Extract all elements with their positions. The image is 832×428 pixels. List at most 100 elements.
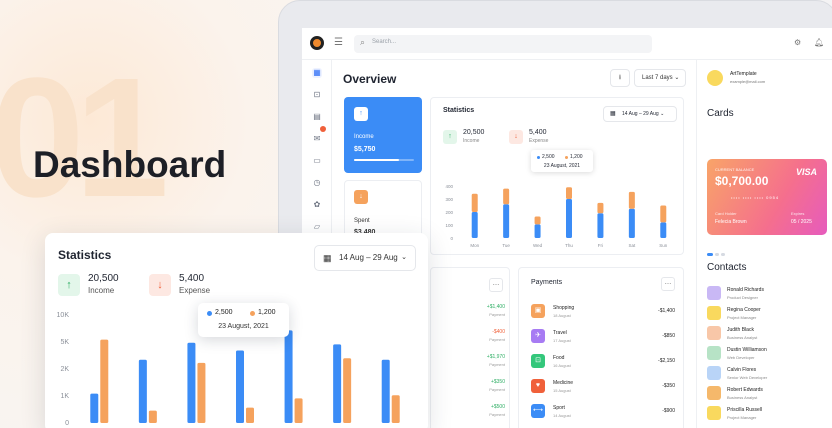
right-panel: ArtTemplate example@mail.com Cards CURRE… bbox=[696, 60, 832, 428]
expense-bar[interactable] bbox=[391, 395, 400, 423]
transaction-amount: +$500 bbox=[490, 404, 505, 410]
expense-dot bbox=[250, 311, 255, 316]
income-bar[interactable] bbox=[381, 359, 390, 423]
income-bar[interactable] bbox=[333, 344, 342, 423]
income-bar[interactable] bbox=[503, 204, 510, 238]
clock-nav-icon[interactable]: ◷ bbox=[313, 178, 321, 187]
payment-date: 15 August bbox=[553, 388, 571, 393]
avatar bbox=[707, 366, 721, 380]
expense-bar[interactable] bbox=[294, 398, 303, 423]
income-bar[interactable] bbox=[236, 350, 244, 423]
date-range-select-front[interactable]: ▦ 14 Aug – 29 Aug ⌄ bbox=[314, 245, 416, 271]
y-tick-label: 200 bbox=[445, 210, 453, 215]
income-bar[interactable] bbox=[566, 199, 572, 238]
tooltip-date: 23 August, 2021 bbox=[218, 323, 269, 330]
statistics-card-front: Statistics ▦ 14 Aug – 29 Aug ⌄ ↑ 20,500 … bbox=[45, 233, 428, 428]
contact-role: Product Designer bbox=[727, 295, 758, 300]
y-tick-label: 100 bbox=[445, 223, 453, 228]
heart-icon: ♥ bbox=[531, 379, 545, 393]
avatar[interactable] bbox=[707, 70, 723, 86]
y-tick-label: 400 bbox=[445, 184, 453, 189]
folder-nav-icon[interactable]: ▱ bbox=[313, 222, 321, 231]
income-bar[interactable] bbox=[597, 213, 604, 238]
credit-card[interactable]: CURRENT BALANCE VISA $0,700.00 •••• ••••… bbox=[707, 159, 827, 235]
income-card[interactable]: ↑ Income $5,750 bbox=[344, 97, 422, 173]
expense-bar[interactable] bbox=[148, 410, 157, 423]
spent-label: Spent bbox=[354, 218, 370, 224]
date-range-select[interactable]: ▦ 14 Aug – 29 Aug ⌄ bbox=[603, 106, 677, 122]
search-input[interactable]: ⌕ Search... bbox=[354, 35, 652, 53]
x-tick-label: Tue bbox=[502, 243, 510, 248]
contact-name: Dustin Williamson bbox=[727, 347, 767, 353]
grid-icon[interactable]: ▦ bbox=[312, 68, 322, 78]
mail-nav-icon[interactable]: ✉ bbox=[313, 134, 321, 143]
income-bar[interactable] bbox=[90, 393, 99, 423]
expense-bar[interactable] bbox=[503, 188, 510, 205]
cards-title: Cards bbox=[707, 108, 734, 119]
income-dot bbox=[207, 311, 212, 316]
income-bar[interactable] bbox=[138, 359, 147, 423]
expense-total-label: Expense bbox=[529, 138, 549, 144]
expense-bar[interactable] bbox=[628, 191, 635, 209]
expiry-value: 05 / 2025 bbox=[791, 219, 812, 225]
income-bar[interactable] bbox=[471, 212, 478, 238]
hero-number: 01 bbox=[0, 43, 169, 233]
income-bar[interactable] bbox=[660, 222, 667, 238]
income-bar[interactable] bbox=[187, 342, 196, 423]
expense-bar[interactable] bbox=[597, 202, 604, 214]
contact-item[interactable]: Ronald Richards Product Designer bbox=[707, 286, 827, 304]
payment-row[interactable]: ⟷ Sport 14 August -$900 bbox=[531, 404, 675, 420]
chat-nav-icon[interactable]: ▭ bbox=[313, 156, 321, 165]
payment-amount: -$900 bbox=[662, 408, 675, 414]
more-button[interactable]: … bbox=[489, 278, 503, 292]
x-tick-label: Mon bbox=[470, 243, 479, 248]
small-tooltip-income: 2,500 bbox=[542, 154, 555, 160]
card-pager[interactable] bbox=[707, 243, 727, 261]
income-bar[interactable] bbox=[628, 208, 635, 238]
spent-value: $3,480 bbox=[354, 229, 375, 236]
contact-item[interactable]: Judith Black Business Analyst bbox=[707, 326, 827, 344]
transaction-label: Payment bbox=[489, 387, 505, 392]
transaction-amount: +$350 bbox=[490, 379, 505, 385]
logo-icon[interactable] bbox=[310, 36, 324, 50]
payment-row[interactable]: ▣ Shopping 18 August -$1,400 bbox=[531, 304, 675, 320]
settings-icon[interactable]: ⚙ bbox=[794, 38, 802, 47]
contact-item[interactable]: Regina Cooper Project Manager bbox=[707, 306, 827, 324]
expense-bar[interactable] bbox=[197, 362, 206, 423]
expense-bar[interactable] bbox=[566, 187, 572, 199]
x-tick-label: Fri bbox=[598, 243, 603, 248]
card-balance: $0,700.00 bbox=[715, 174, 769, 188]
download-button[interactable]: ⭳ bbox=[610, 69, 630, 87]
expense-bar[interactable] bbox=[343, 358, 352, 423]
expense-bar[interactable] bbox=[471, 193, 478, 212]
payments-more-button[interactable]: … bbox=[661, 277, 675, 291]
transaction-amount: -$400 bbox=[492, 329, 505, 335]
range-select[interactable]: Last 7 days ⌄ bbox=[634, 69, 686, 87]
expense-bar[interactable] bbox=[660, 205, 667, 223]
income-bar[interactable] bbox=[534, 224, 541, 238]
payment-row[interactable]: ⊡ Food 16 August -$2,150 bbox=[531, 354, 675, 370]
expense-bar[interactable] bbox=[100, 339, 109, 423]
contact-item[interactable]: Priscilla Russell Project Manager bbox=[707, 406, 827, 424]
payment-row[interactable]: ✈ Travel 17 August -$850 bbox=[531, 329, 675, 345]
avatar bbox=[707, 326, 721, 340]
settings-nav-icon[interactable]: ✿ bbox=[313, 200, 321, 209]
contact-item[interactable]: Dustin Williamson Web Developer bbox=[707, 346, 827, 364]
calendar-nav-icon[interactable]: ▤ bbox=[313, 112, 321, 121]
expense-bar[interactable] bbox=[246, 407, 254, 423]
menu-icon[interactable]: ☰ bbox=[334, 37, 343, 48]
cart-nav-icon[interactable]: ⊡ bbox=[313, 90, 321, 99]
cart-icon: ⊡ bbox=[531, 354, 545, 368]
contact-item[interactable]: Robert Edwards Business Analyst bbox=[707, 386, 827, 404]
payment-name: Sport bbox=[553, 405, 565, 411]
contact-role: Senior Web Developer bbox=[727, 375, 768, 380]
chart-tooltip: 2,500 1,200 23 August, 2021 bbox=[198, 303, 289, 337]
payment-row[interactable]: ♥ Medicine 15 August -$350 bbox=[531, 379, 675, 395]
contact-role: Business Analyst bbox=[727, 395, 758, 400]
contact-item[interactable]: Calvin Flores Senior Web Developer bbox=[707, 366, 827, 384]
expense-bar[interactable] bbox=[534, 216, 541, 225]
income-bar[interactable] bbox=[284, 330, 293, 423]
bell-icon[interactable]: 🔔︎ bbox=[814, 38, 825, 47]
payment-date: 14 August bbox=[553, 413, 571, 418]
holder-name: Felecia Brown bbox=[715, 219, 747, 225]
